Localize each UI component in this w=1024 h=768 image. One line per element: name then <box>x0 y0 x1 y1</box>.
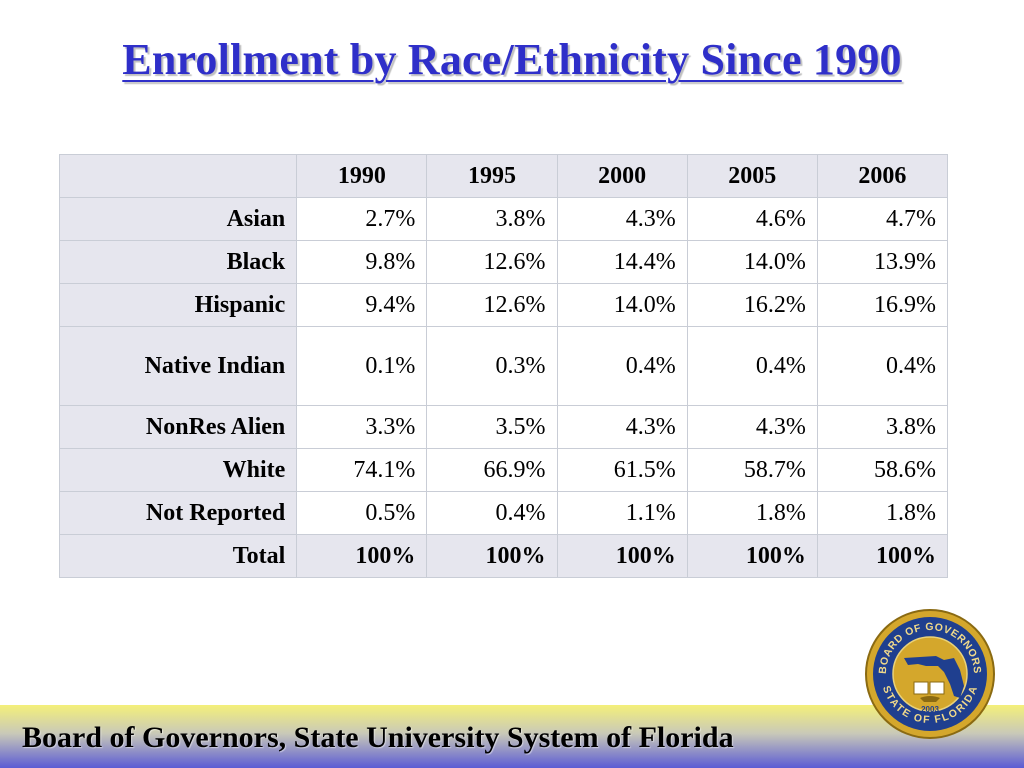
table-total-row: Total 100% 100% 100% 100% 100% <box>58 534 949 578</box>
row-label: Native Indian <box>58 326 298 406</box>
table-cell: 100% <box>426 534 558 578</box>
table-row: Hispanic 9.4% 12.6% 14.0% 16.2% 16.9% <box>58 283 949 327</box>
slide-title: Enrollment by Race/Ethnicity Since 1990 <box>122 35 902 84</box>
table-cell: 0.4% <box>816 326 949 406</box>
table-cell: 3.8% <box>426 197 558 241</box>
column-header: 1995 <box>426 154 558 198</box>
table-cell: 100% <box>686 534 818 578</box>
row-label: Black <box>58 240 298 284</box>
board-of-governors-seal: BOARD OF GOVERNORS STATE OF FLORIDA 2003 <box>865 609 995 739</box>
row-label: Asian <box>58 197 298 241</box>
table-cell: 3.5% <box>426 405 558 449</box>
table-header-row: 1990 1995 2000 2005 2006 <box>58 154 949 198</box>
table-cell: 4.7% <box>816 197 949 241</box>
table-cell: 0.5% <box>296 491 428 535</box>
lamp-icon <box>920 696 940 702</box>
row-label: Total <box>58 534 298 578</box>
footer-band <box>0 705 1024 768</box>
table-cell: 66.9% <box>426 448 558 492</box>
table-cell: 100% <box>816 534 949 578</box>
table-cell: 16.2% <box>686 283 818 327</box>
table-cell: 1.1% <box>556 491 688 535</box>
column-header: 2005 <box>686 154 818 198</box>
table-cell: 4.3% <box>556 197 688 241</box>
table-cell: 0.4% <box>686 326 818 406</box>
table-cell: 0.1% <box>296 326 428 406</box>
table-cell: 3.3% <box>296 405 428 449</box>
table-cell: 61.5% <box>556 448 688 492</box>
table-cell: 0.3% <box>426 326 558 406</box>
row-label: Hispanic <box>58 283 298 327</box>
table-row: Not Reported 0.5% 0.4% 1.1% 1.8% 1.8% <box>58 491 949 535</box>
row-label: White <box>58 448 298 492</box>
table-cell: 12.6% <box>426 240 558 284</box>
table-cell: 100% <box>556 534 688 578</box>
table-cell: 13.9% <box>816 240 949 284</box>
table-cell: 0.4% <box>426 491 558 535</box>
table-cell: 4.3% <box>686 405 818 449</box>
table-cell: 3.8% <box>816 405 949 449</box>
table-cell: 9.8% <box>296 240 428 284</box>
table-cell: 4.3% <box>556 405 688 449</box>
open-book-icon <box>913 681 945 695</box>
table-cell: 58.6% <box>816 448 949 492</box>
florida-map-icon <box>904 656 964 698</box>
table-row: NonRes Alien 3.3% 3.5% 4.3% 4.3% 3.8% <box>58 405 949 449</box>
table-cell: 14.0% <box>556 283 688 327</box>
table-cell: 1.8% <box>816 491 949 535</box>
table-cell: 1.8% <box>686 491 818 535</box>
table-cell: 2.7% <box>296 197 428 241</box>
table-cell: 74.1% <box>296 448 428 492</box>
row-label: Not Reported <box>58 491 298 535</box>
column-header: 2000 <box>556 154 688 198</box>
seal-year: 2003 <box>921 705 939 714</box>
table-cell: 58.7% <box>686 448 818 492</box>
footer-text: Board of Governors, State University Sys… <box>22 721 734 754</box>
table-cell: 0.4% <box>556 326 688 406</box>
table-row: Black 9.8% 12.6% 14.4% 14.0% 13.9% <box>58 240 949 284</box>
table-corner-cell <box>58 154 298 198</box>
table-row: Asian 2.7% 3.8% 4.3% 4.6% 4.7% <box>58 197 949 241</box>
table-row: Native Indian 0.1% 0.3% 0.4% 0.4% 0.4% <box>58 326 949 406</box>
table-cell: 100% <box>296 534 428 578</box>
column-header: 1990 <box>296 154 428 198</box>
table-cell: 9.4% <box>296 283 428 327</box>
table-cell: 4.6% <box>686 197 818 241</box>
table-cell: 14.4% <box>556 240 688 284</box>
seal-inner-disc <box>892 636 968 712</box>
table-cell: 16.9% <box>816 283 949 327</box>
table-cell: 14.0% <box>686 240 818 284</box>
enrollment-table: 1990 1995 2000 2005 2006 Asian 2.7% 3.8%… <box>58 154 949 578</box>
table-cell: 12.6% <box>426 283 558 327</box>
column-header: 2006 <box>816 154 949 198</box>
row-label: NonRes Alien <box>58 405 298 449</box>
table-row: White 74.1% 66.9% 61.5% 58.7% 58.6% <box>58 448 949 492</box>
